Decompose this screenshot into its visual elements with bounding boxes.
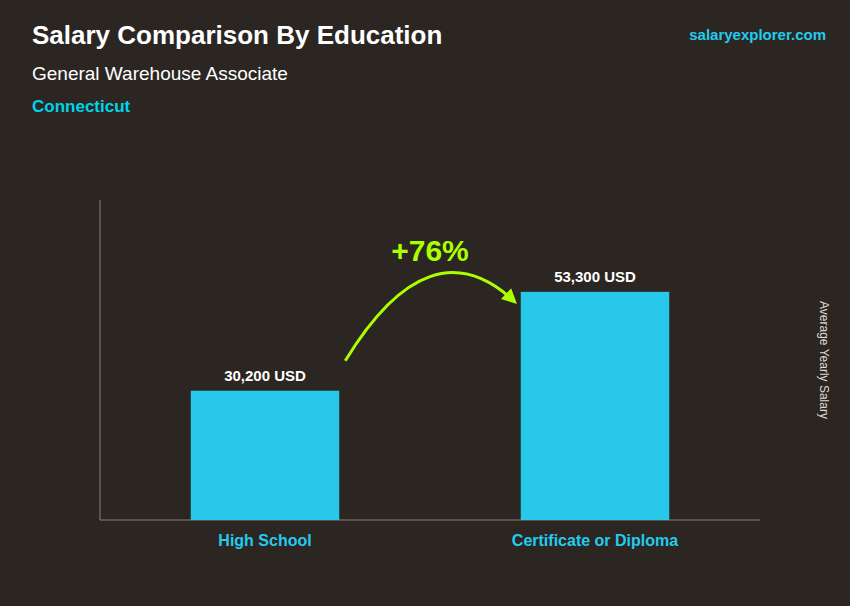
bar xyxy=(191,391,340,520)
subtitle: General Warehouse Associate xyxy=(32,63,288,84)
background xyxy=(0,0,850,606)
chart: Salary Comparison By Education General Wa… xyxy=(0,0,850,606)
y-axis-label: Average Yearly Salary xyxy=(817,301,831,419)
website: salaryexplorer.com xyxy=(689,26,826,43)
category-label: High School xyxy=(218,532,311,549)
y-axis-line xyxy=(100,200,101,520)
percent-change: +76% xyxy=(391,234,469,267)
location: Connecticut xyxy=(32,97,131,116)
value-label: 53,300 USD xyxy=(554,268,636,285)
chart-container: Salary Comparison By Education General Wa… xyxy=(0,0,850,606)
category-label: Certificate or Diploma xyxy=(512,532,678,549)
title: Salary Comparison By Education xyxy=(32,20,442,50)
bar xyxy=(521,292,670,520)
value-label: 30,200 USD xyxy=(224,367,306,384)
bars xyxy=(191,292,670,520)
change-arrow xyxy=(345,273,515,361)
